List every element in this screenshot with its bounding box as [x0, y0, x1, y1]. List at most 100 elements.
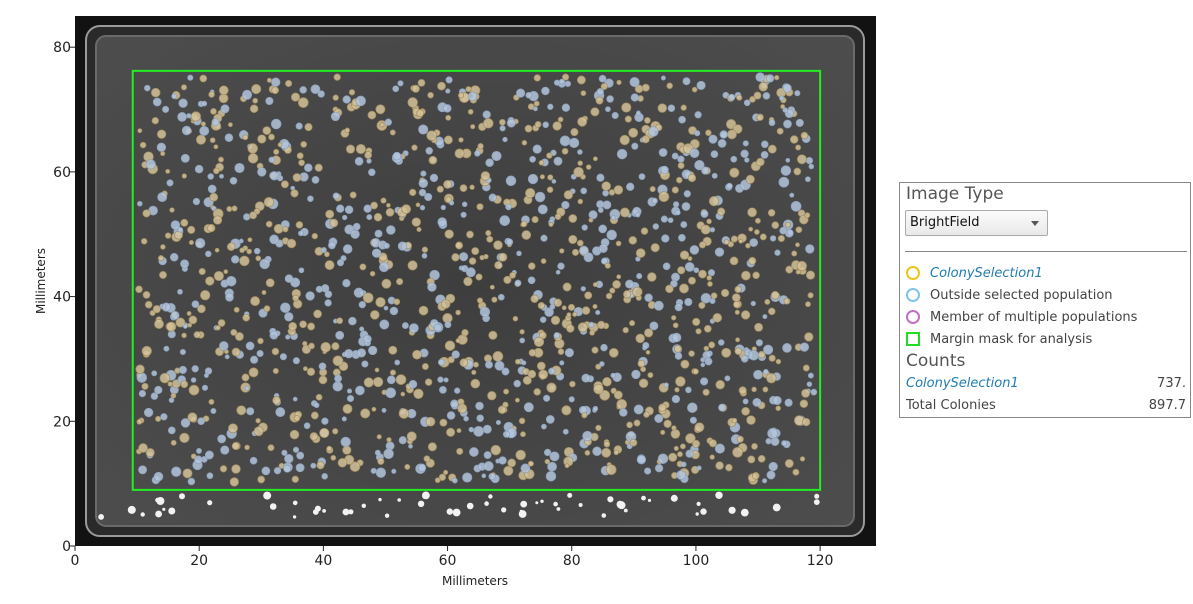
selected-colony: [581, 306, 591, 315]
outside-colony: [676, 470, 686, 480]
unmasked-colony: [162, 507, 166, 511]
selected-colony: [282, 226, 289, 233]
selected-colony: [628, 127, 639, 138]
selected-colony: [188, 239, 194, 246]
selected-colony: [159, 271, 167, 279]
selected-colony: [521, 230, 532, 240]
selected-colony: [695, 328, 702, 335]
selected-colony: [165, 168, 171, 174]
outside-colony: [582, 430, 593, 442]
outside-colony: [269, 330, 279, 340]
outside-colony: [192, 197, 201, 206]
outside-colony: [661, 234, 670, 243]
legend-item-colony-selection[interactable]: ColonySelection1: [906, 263, 1043, 283]
selected-colony: [413, 388, 424, 399]
count-value: 897.7: [1148, 398, 1186, 413]
outside-colony: [210, 408, 217, 414]
selected-colony: [272, 396, 281, 405]
outside-colony: [153, 471, 164, 482]
selected-colony: [298, 159, 305, 167]
outside-colony: [785, 157, 791, 163]
outside-colony: [187, 477, 196, 486]
outside-colony: [295, 463, 305, 473]
selected-colony: [577, 160, 583, 166]
count-name: Total Colonies: [906, 398, 996, 413]
outside-colony: [243, 213, 251, 221]
outside-colony: [317, 90, 325, 98]
selected-colony: [726, 129, 737, 140]
selected-colony: [613, 185, 624, 195]
outside-colony: [660, 165, 669, 175]
selected-colony: [546, 382, 557, 393]
outside-colony: [401, 322, 409, 330]
selected-colony: [753, 91, 762, 100]
selected-colony: [628, 236, 638, 245]
image-type-dropdown[interactable]: BrightField: [905, 210, 1048, 236]
selected-colony: [210, 108, 217, 115]
selected-colony: [795, 269, 801, 275]
outside-colony: [320, 247, 327, 253]
outside-colony: [374, 449, 381, 456]
selected-colony: [745, 242, 751, 249]
selected-colony: [242, 134, 249, 141]
outside-colony: [689, 148, 700, 159]
outside-colony: [547, 461, 557, 472]
outside-colony: [194, 164, 204, 174]
unmasked-colony: [446, 508, 453, 515]
count-row-total: Total Colonies 897.7: [906, 398, 1186, 416]
selected-colony: [605, 464, 617, 476]
selected-colony: [362, 292, 374, 304]
outside-colony: [154, 385, 163, 395]
selected-colony: [459, 358, 469, 368]
outside-colony: [687, 402, 698, 413]
selected-colony: [255, 255, 262, 262]
unmasked-colony: [772, 503, 781, 512]
outside-colony: [499, 125, 506, 132]
selected-colony: [226, 206, 233, 212]
counts-heading: Counts: [906, 351, 966, 371]
outside-colony: [760, 151, 769, 159]
outside-colony: [137, 200, 143, 207]
selected-colony: [436, 185, 444, 193]
selected-colony: [309, 432, 319, 441]
selected-colony: [762, 386, 769, 393]
selected-colony: [613, 390, 623, 400]
selected-colony: [485, 230, 492, 237]
unmasked-colony: [314, 505, 321, 512]
outside-colony: [180, 418, 191, 428]
selected-colony: [553, 298, 563, 307]
outside-colony: [473, 426, 484, 437]
outside-colony: [386, 375, 396, 385]
selected-colony: [363, 377, 374, 388]
selected-colony: [454, 148, 465, 159]
selected-colony: [218, 156, 224, 163]
selected-colony: [647, 272, 657, 282]
selected-colony: [688, 350, 695, 357]
outside-colony: [485, 360, 493, 369]
outside-colony: [654, 464, 664, 473]
outside-colony: [296, 451, 305, 460]
selected-colony: [377, 457, 385, 465]
selected-colony: [692, 317, 701, 326]
selected-colony: [729, 167, 740, 178]
count-row-selection[interactable]: ColonySelection1 737.: [906, 376, 1186, 394]
outside-colony: [514, 279, 522, 287]
selected-colony: [215, 325, 221, 331]
outside-colony: [700, 209, 709, 218]
selected-colony: [738, 238, 744, 244]
selected-colony: [291, 475, 299, 483]
selected-colony: [359, 263, 367, 271]
outside-colony: [588, 210, 598, 220]
selected-colony: [679, 443, 686, 450]
selected-colony: [257, 134, 267, 144]
selected-colony: [533, 100, 540, 107]
selected-colony: [733, 300, 741, 309]
selected-colony: [562, 73, 570, 81]
selected-colony: [136, 418, 143, 425]
outside-colony: [568, 396, 575, 403]
outside-colony: [724, 375, 731, 382]
margin-mask-rect: [131, 69, 822, 491]
outside-colony: [794, 90, 801, 97]
outside-colony: [474, 150, 481, 157]
selected-colony: [170, 439, 177, 446]
